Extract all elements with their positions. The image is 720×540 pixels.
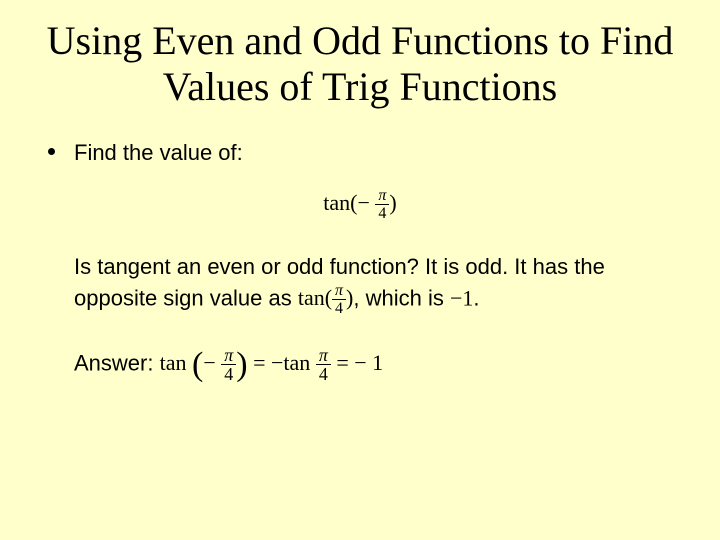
ans-neg: − bbox=[203, 350, 215, 375]
ans-eq1: = bbox=[248, 350, 271, 375]
ans-eq2: = − 1 bbox=[331, 350, 383, 375]
neg-one: −1 bbox=[450, 285, 473, 310]
ans-negtan: −tan bbox=[271, 350, 310, 375]
ans-num2: π bbox=[316, 346, 331, 365]
answer-label: Answer: bbox=[74, 350, 160, 375]
explanation-part2: , which is bbox=[353, 285, 450, 310]
slide: Using Even and Odd Functions to Find Val… bbox=[0, 0, 720, 540]
close-paren: ) bbox=[389, 190, 396, 215]
prompt-text: Find the value of: bbox=[74, 138, 680, 168]
neg-sign: − bbox=[357, 190, 369, 215]
ans-tan: tan bbox=[160, 350, 187, 375]
explanation: Is tangent an even or odd function? It i… bbox=[74, 252, 680, 317]
frac-num: π bbox=[375, 188, 389, 205]
answer-line: Answer: tan (− π 4 ) = −tan π 4 = − 1 bbox=[74, 346, 680, 385]
fn-tan: tan( bbox=[323, 190, 357, 215]
expression-tan: tan(− π 4 ) bbox=[40, 188, 680, 223]
inline-num: π bbox=[332, 283, 346, 300]
ans-den1: 4 bbox=[221, 365, 236, 385]
ans-frac1: π 4 bbox=[221, 346, 236, 385]
ans-den2: 4 bbox=[316, 365, 331, 385]
inline-tan: tan( bbox=[298, 285, 332, 310]
frac-den: 4 bbox=[375, 205, 389, 223]
bullet-icon bbox=[48, 148, 55, 155]
slide-title: Using Even and Odd Functions to Find Val… bbox=[40, 18, 680, 110]
ans-frac2: π 4 bbox=[316, 346, 331, 385]
ans-num1: π bbox=[221, 346, 236, 365]
inline-den: 4 bbox=[332, 300, 346, 318]
explanation-part3: . bbox=[473, 285, 479, 310]
fraction-pi-4: π 4 bbox=[375, 188, 389, 223]
prompt-row: Find the value of: bbox=[40, 138, 680, 168]
inline-frac: π4 bbox=[332, 283, 346, 318]
